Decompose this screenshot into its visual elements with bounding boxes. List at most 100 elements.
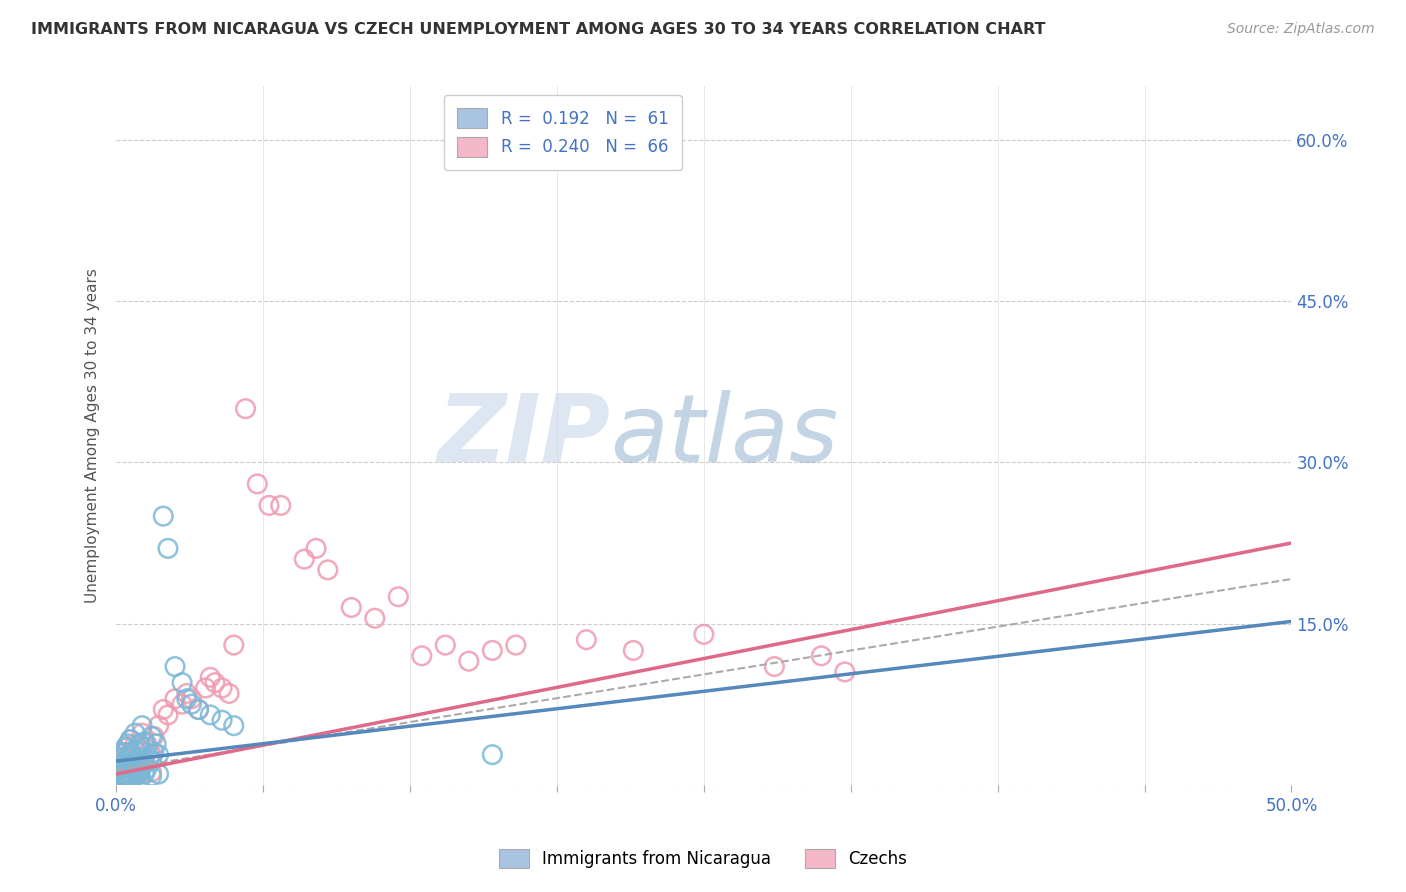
Point (117, 740, 139, 755)
Point (107, 762, 129, 776)
Point (211, 713, 233, 727)
Point (187, 702, 209, 716)
Point (434, 638, 457, 652)
Point (257, 499, 280, 513)
Point (110, 756, 132, 771)
Point (112, 769, 135, 783)
Point (138, 751, 160, 765)
Point (120, 756, 142, 771)
Point (112, 772, 135, 787)
Point (117, 769, 139, 783)
Point (110, 762, 132, 776)
Point (110, 751, 132, 765)
Point (112, 751, 135, 765)
Point (121, 762, 143, 776)
Point (124, 737, 146, 751)
Point (200, 670, 222, 684)
Point (693, 627, 716, 641)
Point (120, 732, 142, 747)
Point (112, 746, 135, 760)
Point (222, 719, 245, 733)
Point (187, 702, 209, 716)
Point (117, 769, 139, 783)
Point (114, 746, 136, 760)
Point (180, 697, 202, 711)
Point (107, 756, 129, 771)
Point (134, 735, 156, 749)
Point (114, 754, 136, 768)
Text: ZIP: ZIP (437, 390, 610, 482)
Point (120, 772, 142, 787)
Point (148, 719, 170, 733)
Point (124, 769, 146, 783)
Legend: Immigrants from Nicaragua, Czechs: Immigrants from Nicaragua, Czechs (492, 843, 914, 875)
Text: IMMIGRANTS FROM NICARAGUA VS CZECH UNEMPLOYMENT AMONG AGES 30 TO 34 YEARS CORREL: IMMIGRANTS FROM NICARAGUA VS CZECH UNEMP… (31, 22, 1046, 37)
Point (141, 747, 163, 762)
Point (131, 758, 153, 772)
Point (114, 772, 136, 787)
Point (481, 747, 503, 762)
Point (763, 659, 786, 673)
Point (141, 730, 163, 744)
Point (114, 769, 136, 783)
Point (834, 665, 856, 679)
Point (121, 754, 143, 768)
Point (127, 767, 149, 781)
Point (131, 726, 153, 740)
Point (121, 747, 143, 762)
Point (110, 769, 132, 783)
Point (110, 772, 132, 787)
Point (112, 767, 135, 781)
Point (128, 740, 150, 755)
Point (120, 732, 142, 747)
Point (152, 702, 174, 716)
Point (141, 764, 163, 779)
Point (117, 758, 139, 772)
Point (135, 737, 157, 751)
Point (246, 476, 269, 491)
Point (120, 746, 142, 760)
Point (180, 691, 202, 706)
Point (127, 754, 149, 768)
Point (505, 638, 527, 652)
Point (148, 747, 170, 762)
Point (218, 686, 240, 700)
Point (114, 740, 136, 755)
Point (292, 552, 315, 566)
Point (131, 719, 153, 733)
Point (117, 764, 139, 779)
Point (135, 740, 157, 755)
Point (176, 691, 198, 706)
Point (411, 648, 433, 663)
Point (810, 648, 832, 663)
Point (134, 767, 156, 781)
Point (128, 751, 150, 765)
Point (156, 541, 179, 556)
Point (128, 767, 150, 781)
Legend: R =  0.192   N =  61, R =  0.240   N =  66: R = 0.192 N = 61, R = 0.240 N = 66 (444, 95, 682, 170)
Point (114, 764, 136, 779)
Point (172, 697, 194, 711)
Point (117, 758, 139, 772)
Point (121, 762, 143, 776)
Point (235, 401, 257, 416)
Point (194, 681, 217, 695)
Point (156, 707, 179, 722)
Point (117, 737, 139, 751)
Point (112, 758, 135, 772)
Point (200, 707, 222, 722)
Point (128, 737, 150, 751)
Point (305, 541, 328, 556)
Point (141, 754, 163, 768)
Point (152, 509, 174, 524)
Point (128, 764, 150, 779)
Point (204, 675, 226, 690)
Point (387, 590, 409, 604)
Point (172, 675, 194, 690)
Point (141, 769, 163, 783)
Point (222, 638, 245, 652)
Point (124, 758, 146, 772)
Point (112, 762, 135, 776)
Point (163, 691, 186, 706)
Point (128, 762, 150, 776)
